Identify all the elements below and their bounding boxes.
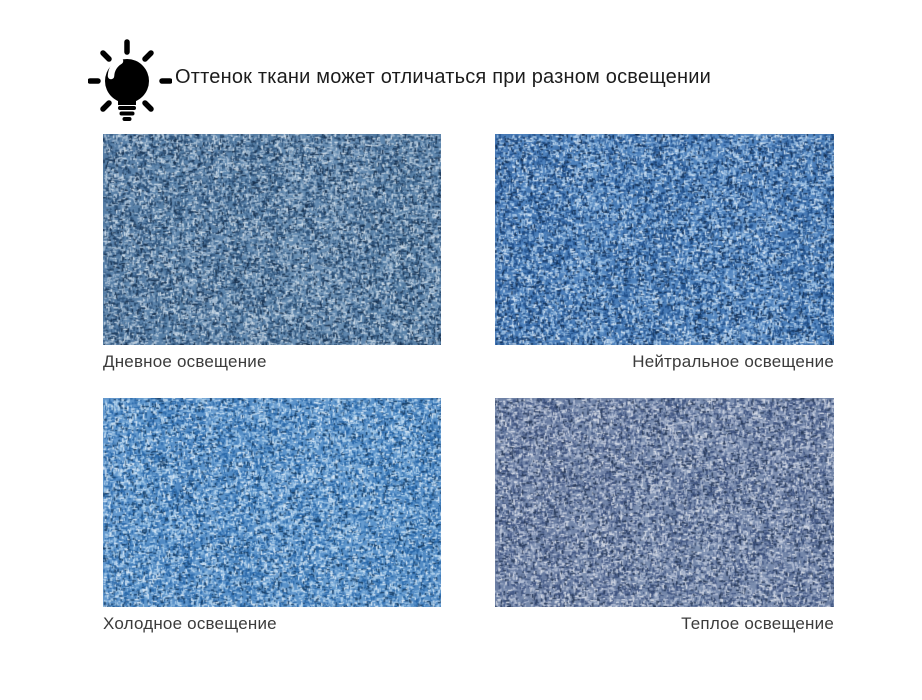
fabric-photo-neutral bbox=[495, 134, 834, 345]
swatch-daylight: Дневное освещение bbox=[103, 134, 441, 372]
fabric-photo-cold bbox=[103, 398, 441, 607]
swatch-label-daylight: Дневное освещение bbox=[103, 352, 267, 371]
fabric-photo-daylight bbox=[103, 134, 441, 345]
swatch-neutral: Нейтральное освещение bbox=[495, 134, 834, 372]
swatch-cold: Холодное освещение bbox=[103, 398, 441, 634]
header-note: Оттенок ткани может отличаться при разно… bbox=[175, 66, 711, 88]
swatch-label-warm: Теплое освещение bbox=[681, 614, 834, 633]
swatch-label-cold: Холодное освещение bbox=[103, 614, 277, 633]
swatch-warm: Теплое освещение bbox=[495, 398, 834, 634]
fabric-photo-warm bbox=[495, 398, 834, 607]
swatch-label-neutral: Нейтральное освещение bbox=[632, 352, 834, 371]
lightbulb-icon bbox=[88, 39, 172, 121]
